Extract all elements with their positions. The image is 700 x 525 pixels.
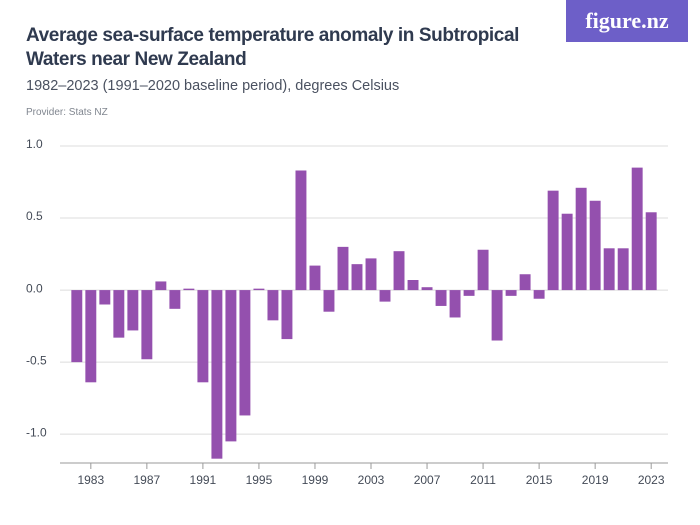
x-tick-label: 1999 — [302, 473, 329, 487]
bar — [85, 290, 97, 383]
bar — [477, 249, 489, 291]
bar — [603, 248, 615, 291]
bar — [617, 248, 629, 291]
bar — [463, 290, 475, 296]
bar — [365, 258, 377, 291]
x-tick-label: 2019 — [582, 473, 609, 487]
bar — [127, 290, 139, 331]
bar — [113, 290, 125, 338]
chart-title: Average sea-surface temperature anomaly … — [26, 25, 519, 70]
x-tick-label: 1995 — [246, 473, 273, 487]
logo[interactable]: figure.nz — [566, 0, 688, 42]
x-tick-label: 2003 — [358, 473, 385, 487]
bar — [323, 290, 335, 312]
bar — [505, 290, 517, 296]
bar — [197, 290, 209, 383]
bar — [71, 290, 83, 363]
x-tick-label: 1991 — [190, 473, 217, 487]
x-tick-label: 1987 — [134, 473, 161, 487]
x-tick-label: 2023 — [638, 473, 665, 487]
bar — [155, 281, 167, 291]
bar — [183, 288, 195, 291]
bar — [645, 212, 657, 291]
bar — [547, 190, 559, 291]
bar — [449, 290, 461, 318]
bar — [589, 200, 601, 291]
bar — [407, 280, 419, 291]
bar — [533, 290, 545, 299]
bar — [295, 170, 307, 291]
bar — [253, 288, 265, 291]
bar — [281, 290, 293, 340]
bar — [393, 251, 405, 291]
y-tick-label: 1.0 — [26, 137, 43, 151]
y-tick-label: 0.5 — [26, 209, 43, 223]
bar — [421, 287, 433, 291]
bar — [239, 290, 251, 416]
bar — [379, 290, 391, 302]
x-tick-label: 2011 — [470, 473, 496, 487]
bar — [561, 213, 573, 291]
provider: Provider: Stats NZ — [26, 107, 108, 118]
bar — [337, 246, 349, 291]
bar — [575, 187, 587, 291]
bar — [435, 290, 447, 306]
y-tick-label: -0.5 — [26, 353, 47, 367]
x-tick-label: 1983 — [77, 473, 104, 487]
x-tick-label: 2007 — [414, 473, 441, 487]
bar — [351, 264, 363, 291]
bar — [169, 290, 181, 309]
bar — [141, 290, 153, 360]
bar — [225, 290, 237, 442]
y-tick-label: -1.0 — [26, 425, 47, 439]
x-tick-label: 2015 — [526, 473, 553, 487]
bar — [99, 290, 111, 305]
y-tick-label: 0.0 — [26, 281, 43, 295]
bar — [211, 290, 223, 459]
chart-subtitle: 1982–2023 (1991–2020 baseline period), d… — [26, 78, 400, 94]
bar — [309, 265, 321, 291]
bar — [267, 290, 279, 321]
bar — [631, 167, 643, 291]
bar — [491, 290, 503, 341]
bar — [519, 274, 531, 291]
